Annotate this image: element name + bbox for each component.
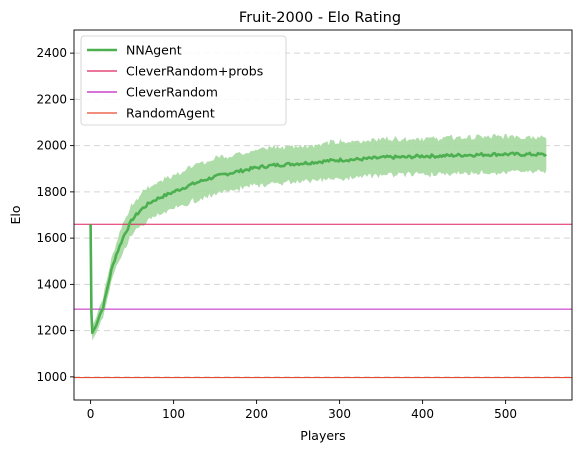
y-tick-label: 2000 <box>36 139 67 153</box>
x-tick-label: 100 <box>162 407 185 421</box>
x-tick-label: 300 <box>328 407 351 421</box>
legend-label: CleverRandom <box>126 85 218 100</box>
legend-label: CleverRandom+probs <box>126 64 263 79</box>
nnagent-line <box>89 151 547 335</box>
x-axis-label: Players <box>300 428 345 443</box>
x-tick-label: 400 <box>411 407 434 421</box>
nnagent-polyline <box>89 151 547 335</box>
y-axis-label: Elo <box>8 205 23 224</box>
nnagent-band <box>90 134 547 341</box>
y-tick-label: 1000 <box>36 370 67 384</box>
confidence-band <box>90 134 547 341</box>
legend-label: NNAgent <box>126 43 182 58</box>
legend-box <box>80 35 287 126</box>
plot-frame <box>73 29 573 401</box>
y-tick-label: 2200 <box>36 92 67 106</box>
x-axis-ticks: 0 100 200 300 400 500 <box>87 400 517 421</box>
y-tick-label: 1600 <box>36 231 67 245</box>
legend: NNAgent CleverRandom+probs CleverRandom Ran… <box>80 35 287 126</box>
legend-label: RandomAgent <box>126 106 215 121</box>
y-tick-label: 1400 <box>36 277 67 291</box>
reference-lines <box>74 223 572 379</box>
y-axis-ticks: 1000 1200 1400 1600 1800 2000 2200 2400 <box>36 46 74 384</box>
y-tick-label: 1200 <box>36 324 67 338</box>
x-tick-label: 200 <box>245 407 268 421</box>
x-tick-label: 0 <box>87 407 95 421</box>
y-tick-label: 2400 <box>36 46 67 60</box>
chart-title: Fruit-2000 - Elo Rating <box>239 10 401 26</box>
x-tick-label: 500 <box>494 407 517 421</box>
y-tick-label: 1800 <box>36 185 67 199</box>
